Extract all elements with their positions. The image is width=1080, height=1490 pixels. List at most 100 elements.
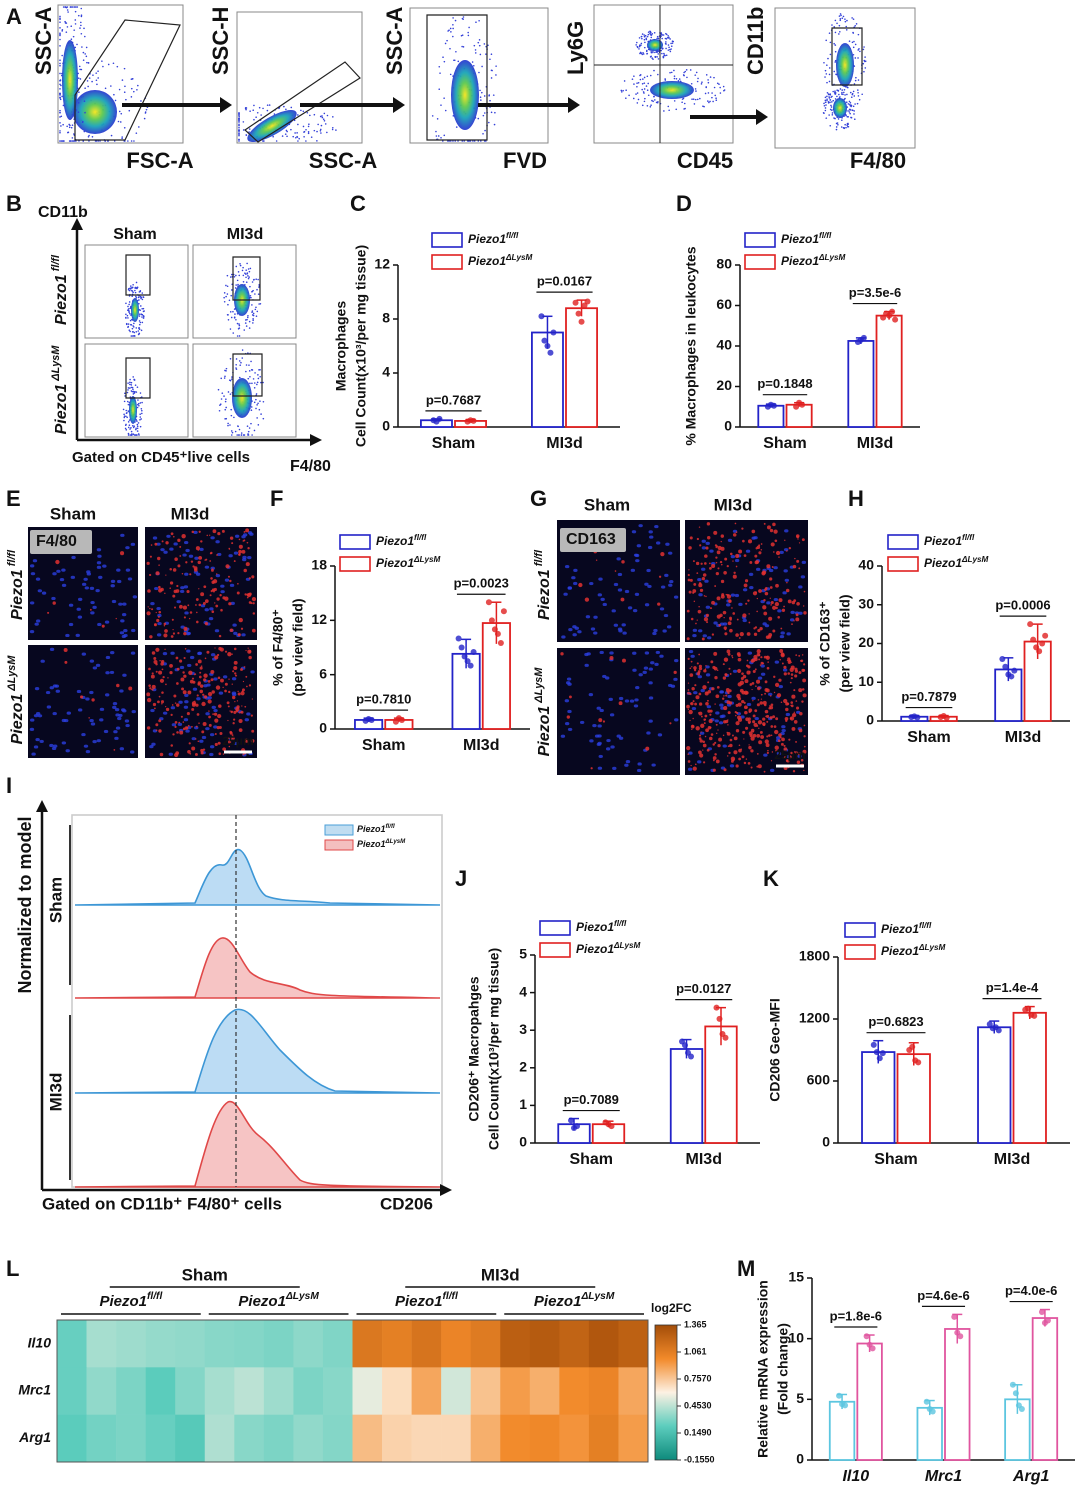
nucleus <box>713 621 718 625</box>
event-dot <box>286 135 288 138</box>
nucleus <box>590 627 596 631</box>
event-dot <box>852 31 854 34</box>
heatmap-cell <box>470 1414 501 1463</box>
event-dot <box>436 118 439 120</box>
stain-signal <box>726 755 729 757</box>
y-axis-label: Macrophages <box>333 301 349 391</box>
stain-signal <box>793 689 796 692</box>
stain-signal <box>222 686 224 689</box>
stain-signal <box>164 648 166 650</box>
event-dot <box>712 100 714 103</box>
event-dot <box>682 74 685 76</box>
stain-signal <box>706 621 709 624</box>
stain-signal <box>735 633 739 637</box>
event-dot <box>233 317 236 319</box>
nucleus <box>132 595 138 599</box>
bar <box>1012 1011 1047 1144</box>
legend-label: Piezo1ΔLysM <box>576 941 641 957</box>
event-dot <box>838 33 840 35</box>
data-point <box>986 1021 993 1028</box>
stain-signal <box>231 653 233 655</box>
event-dot <box>713 76 715 79</box>
y-tick-label: 18 <box>311 557 327 573</box>
event-dot <box>230 316 233 319</box>
stain-signal <box>205 558 208 561</box>
data-point <box>578 318 585 325</box>
nucleus <box>561 635 566 639</box>
event-dot <box>118 88 121 91</box>
heatmap-cell <box>293 1414 324 1463</box>
stain-signal <box>590 767 593 770</box>
stain-signal <box>795 740 797 743</box>
event-dot <box>262 140 264 142</box>
stain-signal <box>657 602 661 606</box>
stain-signal <box>158 670 163 675</box>
nucleus <box>599 708 604 713</box>
stain-signal <box>783 605 785 608</box>
nucleus <box>634 553 640 558</box>
event-dot <box>129 287 131 289</box>
heatmap-cell <box>293 1320 324 1368</box>
stain-signal <box>752 670 756 674</box>
event-dot <box>638 37 641 39</box>
stain-signal <box>747 720 752 724</box>
event-dot <box>649 30 652 33</box>
stain-signal <box>706 699 709 702</box>
event-dot <box>137 399 139 401</box>
nucleus <box>123 629 128 633</box>
event-dot <box>838 24 841 27</box>
stain-signal <box>171 618 174 621</box>
y-tick-label: 0 <box>724 418 732 434</box>
stain-signal <box>743 554 747 557</box>
stain-signal <box>690 702 692 705</box>
stain-signal <box>170 635 174 638</box>
data-point <box>951 1313 958 1320</box>
event-dot <box>852 90 855 93</box>
y-tick-label: 60 <box>716 296 732 312</box>
data-point <box>876 1055 883 1062</box>
stain-signal <box>743 583 748 588</box>
arrow-head <box>440 1184 452 1196</box>
nucleus <box>776 751 782 756</box>
stain-signal <box>698 653 701 656</box>
legend-label-base: Piezo1 <box>357 824 386 834</box>
stain-signal <box>750 659 755 663</box>
nucleus <box>30 718 35 722</box>
row-label-sup: ΔLysM <box>533 667 545 706</box>
event-dot <box>650 51 653 54</box>
event-dot <box>853 110 855 112</box>
event-dot <box>474 52 477 54</box>
nucleus <box>687 767 693 771</box>
event-dot <box>135 427 137 430</box>
stain-signal <box>704 668 707 670</box>
density-blob <box>73 90 117 134</box>
stain-signal <box>780 627 783 630</box>
stain-signal <box>790 673 794 676</box>
event-dot <box>861 93 863 96</box>
nucleus <box>30 572 36 576</box>
stain-signal <box>242 753 245 756</box>
event-dot <box>225 406 227 409</box>
nucleus <box>596 706 601 710</box>
event-dot <box>467 34 470 37</box>
event-dot <box>319 128 322 131</box>
event-dot <box>245 364 248 366</box>
nucleus <box>727 694 732 699</box>
event-dot <box>489 58 491 61</box>
stain-signal <box>746 632 751 636</box>
event-dot <box>126 400 129 403</box>
event-dot <box>136 425 139 428</box>
y-tick-label: 10 <box>858 673 874 689</box>
event-dot <box>132 325 134 327</box>
nucleus <box>768 568 774 573</box>
nucleus <box>624 763 629 767</box>
stain-signal <box>187 749 191 754</box>
stain-signal <box>723 616 725 619</box>
nucleus <box>152 536 158 540</box>
stain-signal <box>740 748 743 750</box>
event-dot <box>130 384 133 386</box>
event-dot <box>837 118 840 120</box>
stain-signal <box>732 560 734 562</box>
stain-signal <box>232 722 235 725</box>
data-point <box>1039 640 1046 647</box>
